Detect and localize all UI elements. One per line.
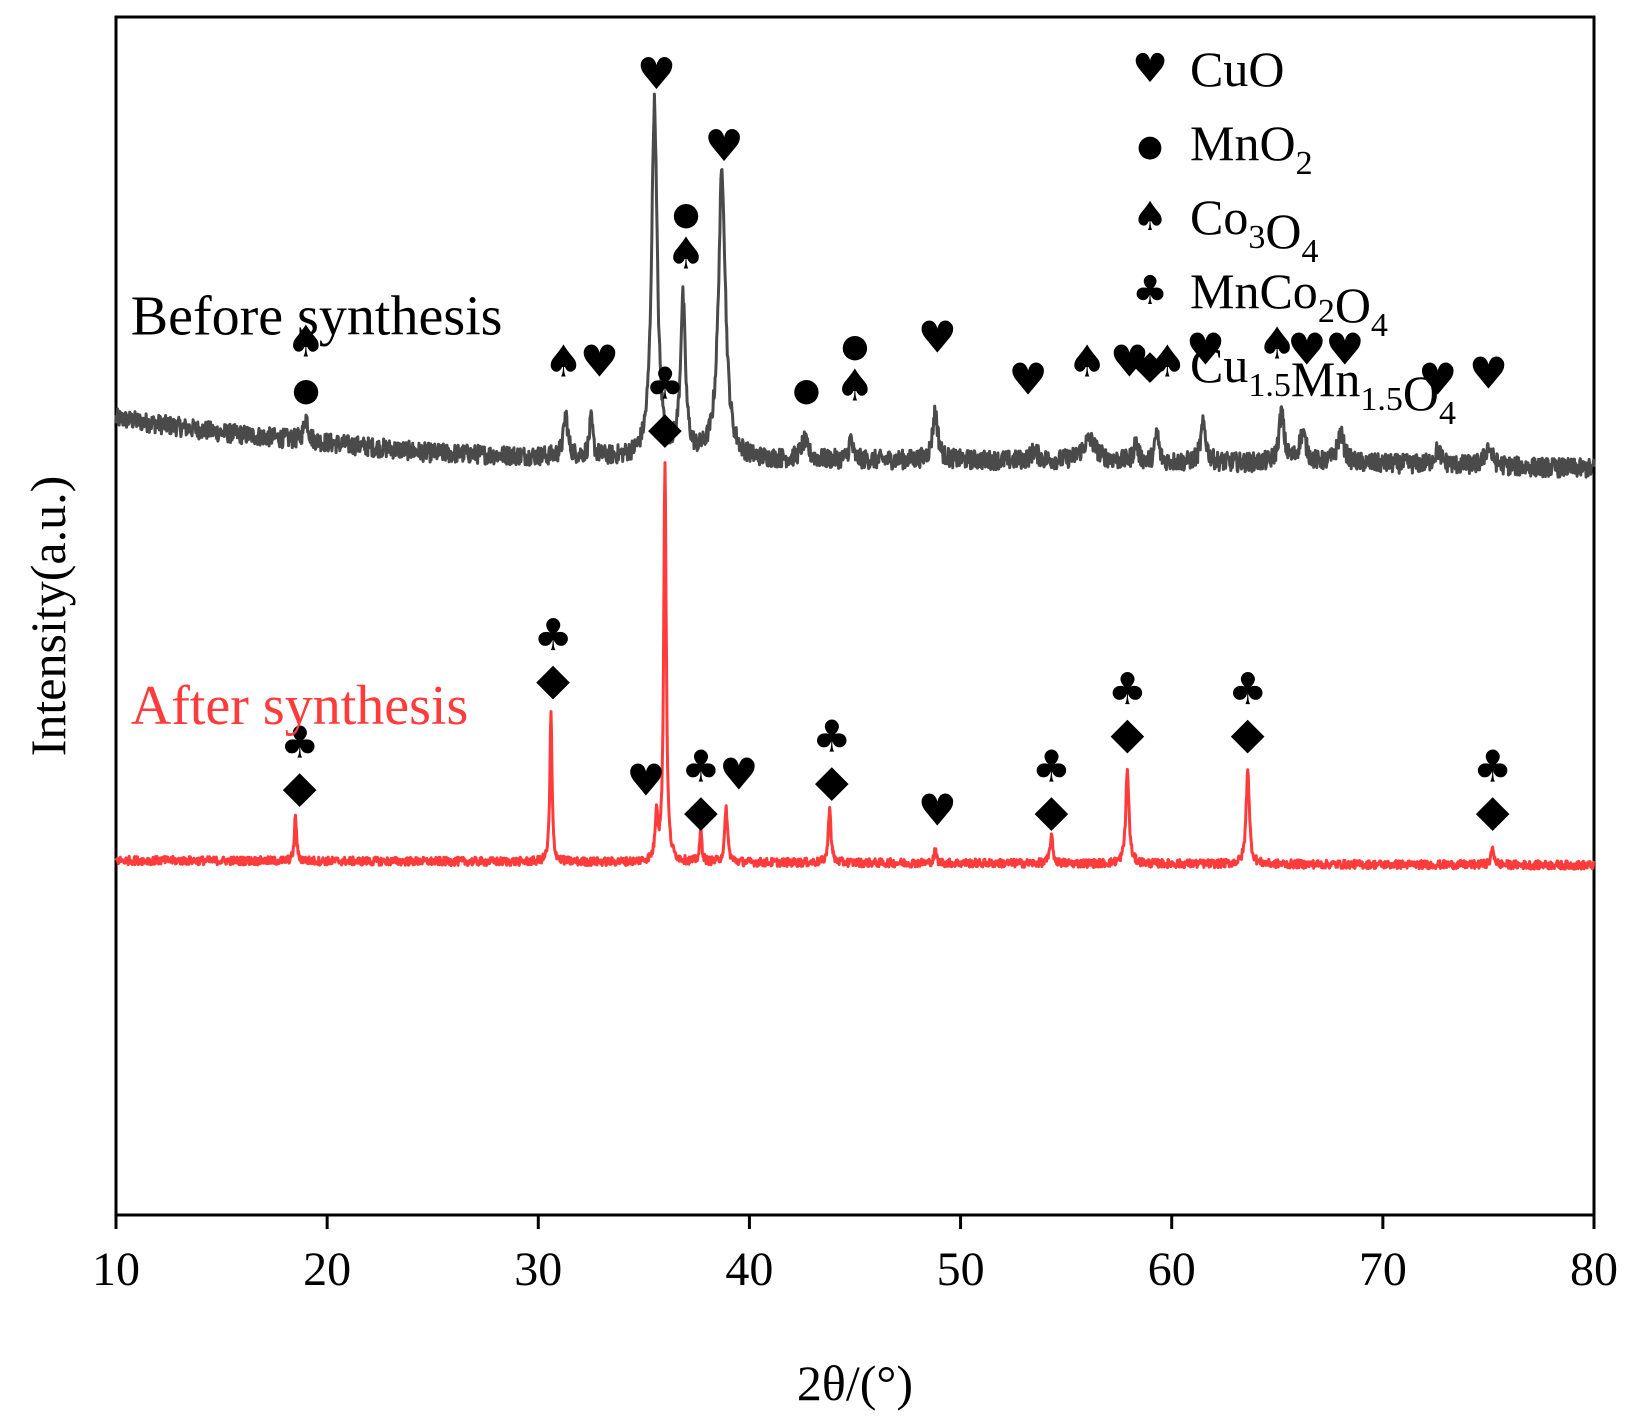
diamond-marker-icon: ◆ [1231, 708, 1265, 759]
heart-marker-icon: ♥ [1110, 336, 1149, 387]
legend-entry-club: ♣ MnCo2O4 [1132, 263, 1388, 344]
diamond-marker-icon: ◆ [1476, 786, 1510, 837]
spade-marker-icon: ♠ [666, 229, 705, 280]
legend-label: CuO [1190, 41, 1284, 97]
spade-marker-icon: ♠ [1068, 336, 1107, 387]
club-marker-icon: ♣ [1032, 742, 1071, 793]
spade-marker-icon: ♠ [286, 316, 325, 367]
diamond-marker-icon: ◆ [536, 654, 570, 705]
circle-marker-icon: ● [841, 326, 869, 364]
heart-marker-icon: ♥ [1325, 324, 1364, 375]
x-tick-label: 60 [1148, 1243, 1196, 1296]
club-marker-icon: ♣ [1108, 664, 1147, 715]
x-tick-label: 70 [1359, 1243, 1407, 1296]
heart-marker-icon: ♥ [1008, 354, 1047, 405]
circle-icon: ● [1137, 129, 1163, 164]
club-marker-icon: ♣ [280, 718, 319, 769]
heart-marker-icon: ♥ [1418, 354, 1457, 405]
x-axis-title: 2θ/(°) [797, 1355, 913, 1411]
x-axis: 10 20 30 40 50 60 70 80 [92, 1215, 1618, 1296]
heart-marker-icon: ♥ [1469, 348, 1508, 399]
x-tick-label: 20 [303, 1243, 351, 1296]
club-marker-icon: ♣ [645, 358, 684, 409]
legend-label: MnCo2O4 [1190, 263, 1388, 344]
club-marker-icon: ♣ [1228, 664, 1267, 715]
x-tick-label: 80 [1570, 1243, 1618, 1296]
x-tick-label: 40 [725, 1243, 773, 1296]
diamond-marker-icon: ◆ [684, 786, 718, 837]
annotation-layer: ♠●♠♥♥●♠♥●●♠♥♥ ♠ ♥♠♥ ♠♥♥♥ ♥♣◆♣◆♣◆♥ ♣◆♥♣◆♥♣◆♣◆♣… [280, 49, 1512, 837]
label-after-synthesis: After synthesis [131, 675, 469, 737]
heart-marker-icon: ♥ [918, 312, 957, 363]
spade-marker-icon: ♠ [1258, 318, 1297, 369]
circle-marker-icon: ● [672, 195, 700, 233]
spade-icon: ♠ [1132, 194, 1168, 240]
heart-marker-icon: ♥ [1186, 324, 1225, 375]
legend: ♥ CuO ● MnO2 ♠ Co3O4 ♣ MnCo2O4 ◆ Cu1.5Mn1.5O4 [1132, 41, 1456, 432]
heart-marker-icon: ♥ [637, 49, 676, 100]
diamond-marker-icon: ◆ [1110, 708, 1144, 759]
legend-entry-spade: ♠ Co3O4 [1132, 189, 1318, 270]
diamond-marker-icon: ◆ [283, 762, 317, 813]
curve-labels: Before synthesis After synthesis [131, 285, 503, 736]
diamond-marker-icon: ◆ [648, 402, 682, 453]
legend-entry-heart: ♥ CuO [1132, 41, 1284, 97]
series-line-before-synthesis [114, 92, 1596, 479]
club-marker-icon: ♣ [812, 712, 851, 763]
legend-entry-circle: ● MnO2 [1137, 115, 1313, 182]
legend-label: Co3O4 [1190, 189, 1318, 270]
legend-entry-diamond: ◆ Cu1.5Mn1.5O4 [1135, 337, 1456, 432]
x-tick-label: 50 [937, 1243, 985, 1296]
legend-label: Cu1.5Mn1.5O4 [1190, 337, 1456, 432]
heart-marker-icon: ♥ [704, 121, 743, 172]
spade-marker-icon: ♠ [544, 336, 583, 387]
diamond-marker-icon: ◆ [1034, 786, 1068, 837]
series-layer [114, 92, 1596, 871]
spade-marker-icon: ♠ [1148, 336, 1187, 387]
legend-label: MnO2 [1190, 115, 1313, 182]
x-tick-label: 30 [514, 1243, 562, 1296]
heart-marker-icon: ♥ [918, 786, 957, 837]
heart-marker-icon: ♥ [626, 756, 665, 807]
plot-frame [114, 15, 1596, 1217]
heart-icon: ♥ [1132, 46, 1168, 92]
label-before-synthesis: Before synthesis [131, 285, 503, 347]
y-axis-title: Intensity(a.u.) [20, 476, 76, 756]
x-tick-label: 10 [92, 1243, 140, 1296]
diamond-icon: ◆ [1135, 342, 1166, 388]
circle-marker-icon: ● [792, 370, 820, 408]
series-line-after-synthesis [114, 461, 1596, 871]
heart-marker-icon: ♥ [719, 750, 758, 801]
heart-marker-icon: ♥ [1287, 324, 1326, 375]
club-marker-icon: ♣ [533, 610, 572, 661]
club-marker-icon: ♣ [681, 742, 720, 793]
club-marker-icon: ♣ [1473, 742, 1512, 793]
heart-marker-icon: ♥ [580, 336, 619, 387]
spade-marker-icon: ♠ [835, 360, 874, 411]
club-icon: ♣ [1132, 268, 1168, 314]
circle-marker-icon: ● [292, 370, 320, 408]
diamond-marker-icon: ◆ [815, 756, 849, 807]
